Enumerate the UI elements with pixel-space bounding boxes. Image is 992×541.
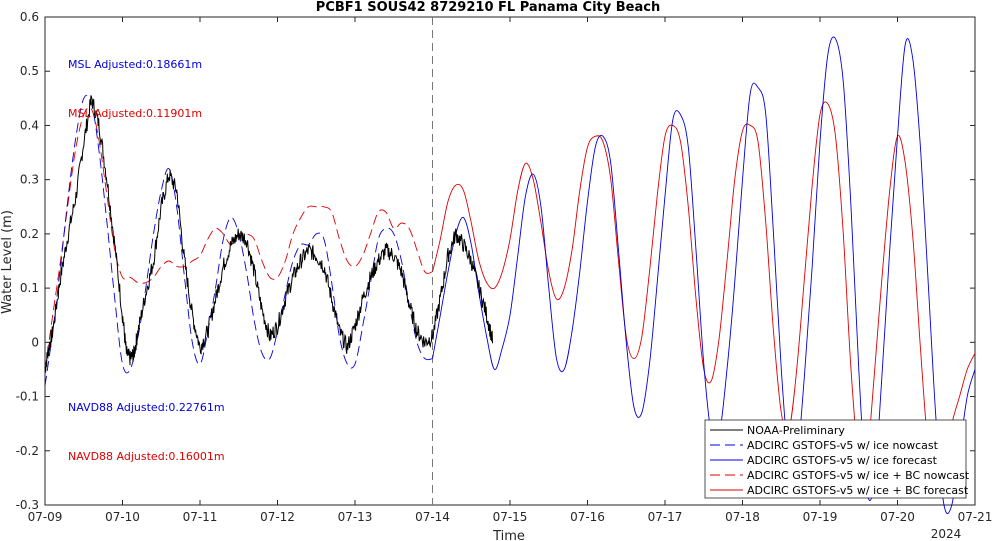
y-tick-label: -0.2: [16, 444, 39, 458]
legend: NOAA-Preliminary ADCIRC GSTOFS-v5 w/ ice …: [704, 419, 970, 499]
legend-label-4: ADCIRC GSTOFS-v5 w/ ice + BC forecast: [747, 484, 969, 497]
x-tick-label: 07-18: [725, 510, 760, 524]
x-tick-label: 07-12: [260, 510, 295, 524]
y-tick-label: 0.3: [20, 173, 39, 187]
x-tick-label: 07-15: [493, 510, 528, 524]
x-tick-label: 07-14: [415, 510, 450, 524]
y-tick-label: 0.4: [20, 118, 39, 132]
annotation-2: NAVD88 Adjusted:0.22761m: [68, 401, 225, 414]
annotation-0: MSL Adjusted:0.18661m: [68, 58, 202, 71]
x-year-label: 2024: [931, 527, 962, 541]
x-tick-label: 07-11: [183, 510, 218, 524]
y-tick-label: 0.5: [20, 64, 39, 78]
x-tick-label: 07-19: [803, 510, 838, 524]
legend-label-1: ADCIRC GSTOFS-v5 w/ ice nowcast: [747, 439, 939, 452]
y-tick-label: 0.2: [20, 227, 39, 241]
y-tick-label: 0.6: [20, 10, 39, 24]
annotation-3: NAVD88 Adjusted:0.16001m: [68, 450, 225, 463]
series-line-4: [432, 101, 976, 484]
x-axis-title: Time: [492, 529, 525, 541]
x-tick-label: 07-09: [28, 510, 63, 524]
legend-label-2: ADCIRC GSTOFS-v5 w/ ice forecast: [747, 454, 938, 467]
plot-area: -0.3 -0.2 -0.1 0 0.1 0.2 0.3 0.4 0.5 0.6 07-09 07-1…: [16, 10, 992, 524]
x-tick-label: 07-21: [958, 510, 992, 524]
x-tick-label: 07-10: [105, 510, 140, 524]
y-tick-label: 0.1: [20, 281, 39, 295]
legend-label-3: ADCIRC GSTOFS-v5 w/ ice + BC nowcast: [747, 469, 970, 482]
legend-label-0: NOAA-Preliminary: [747, 424, 845, 437]
y-tick-label: -0.3: [16, 498, 39, 512]
series-line-1: [44, 94, 433, 386]
y-tick-label: 0: [31, 335, 39, 349]
x-tick-label: 07-17: [648, 510, 683, 524]
annotation-1: MSL Adjusted:0.11901m: [68, 107, 202, 120]
x-tick-label: 07-16: [570, 510, 605, 524]
chart-title: PCBF1 SOUS42 8729210 FL Panama City Beac…: [316, 0, 660, 15]
legend-box: [704, 419, 967, 499]
y-tick-label: -0.1: [16, 390, 39, 404]
y-axis-title: Water Level (m): [0, 210, 15, 314]
series-line-0: [44, 95, 494, 373]
x-tick-label: 07-13: [338, 510, 373, 524]
x-tick-label: 07-20: [880, 510, 915, 524]
